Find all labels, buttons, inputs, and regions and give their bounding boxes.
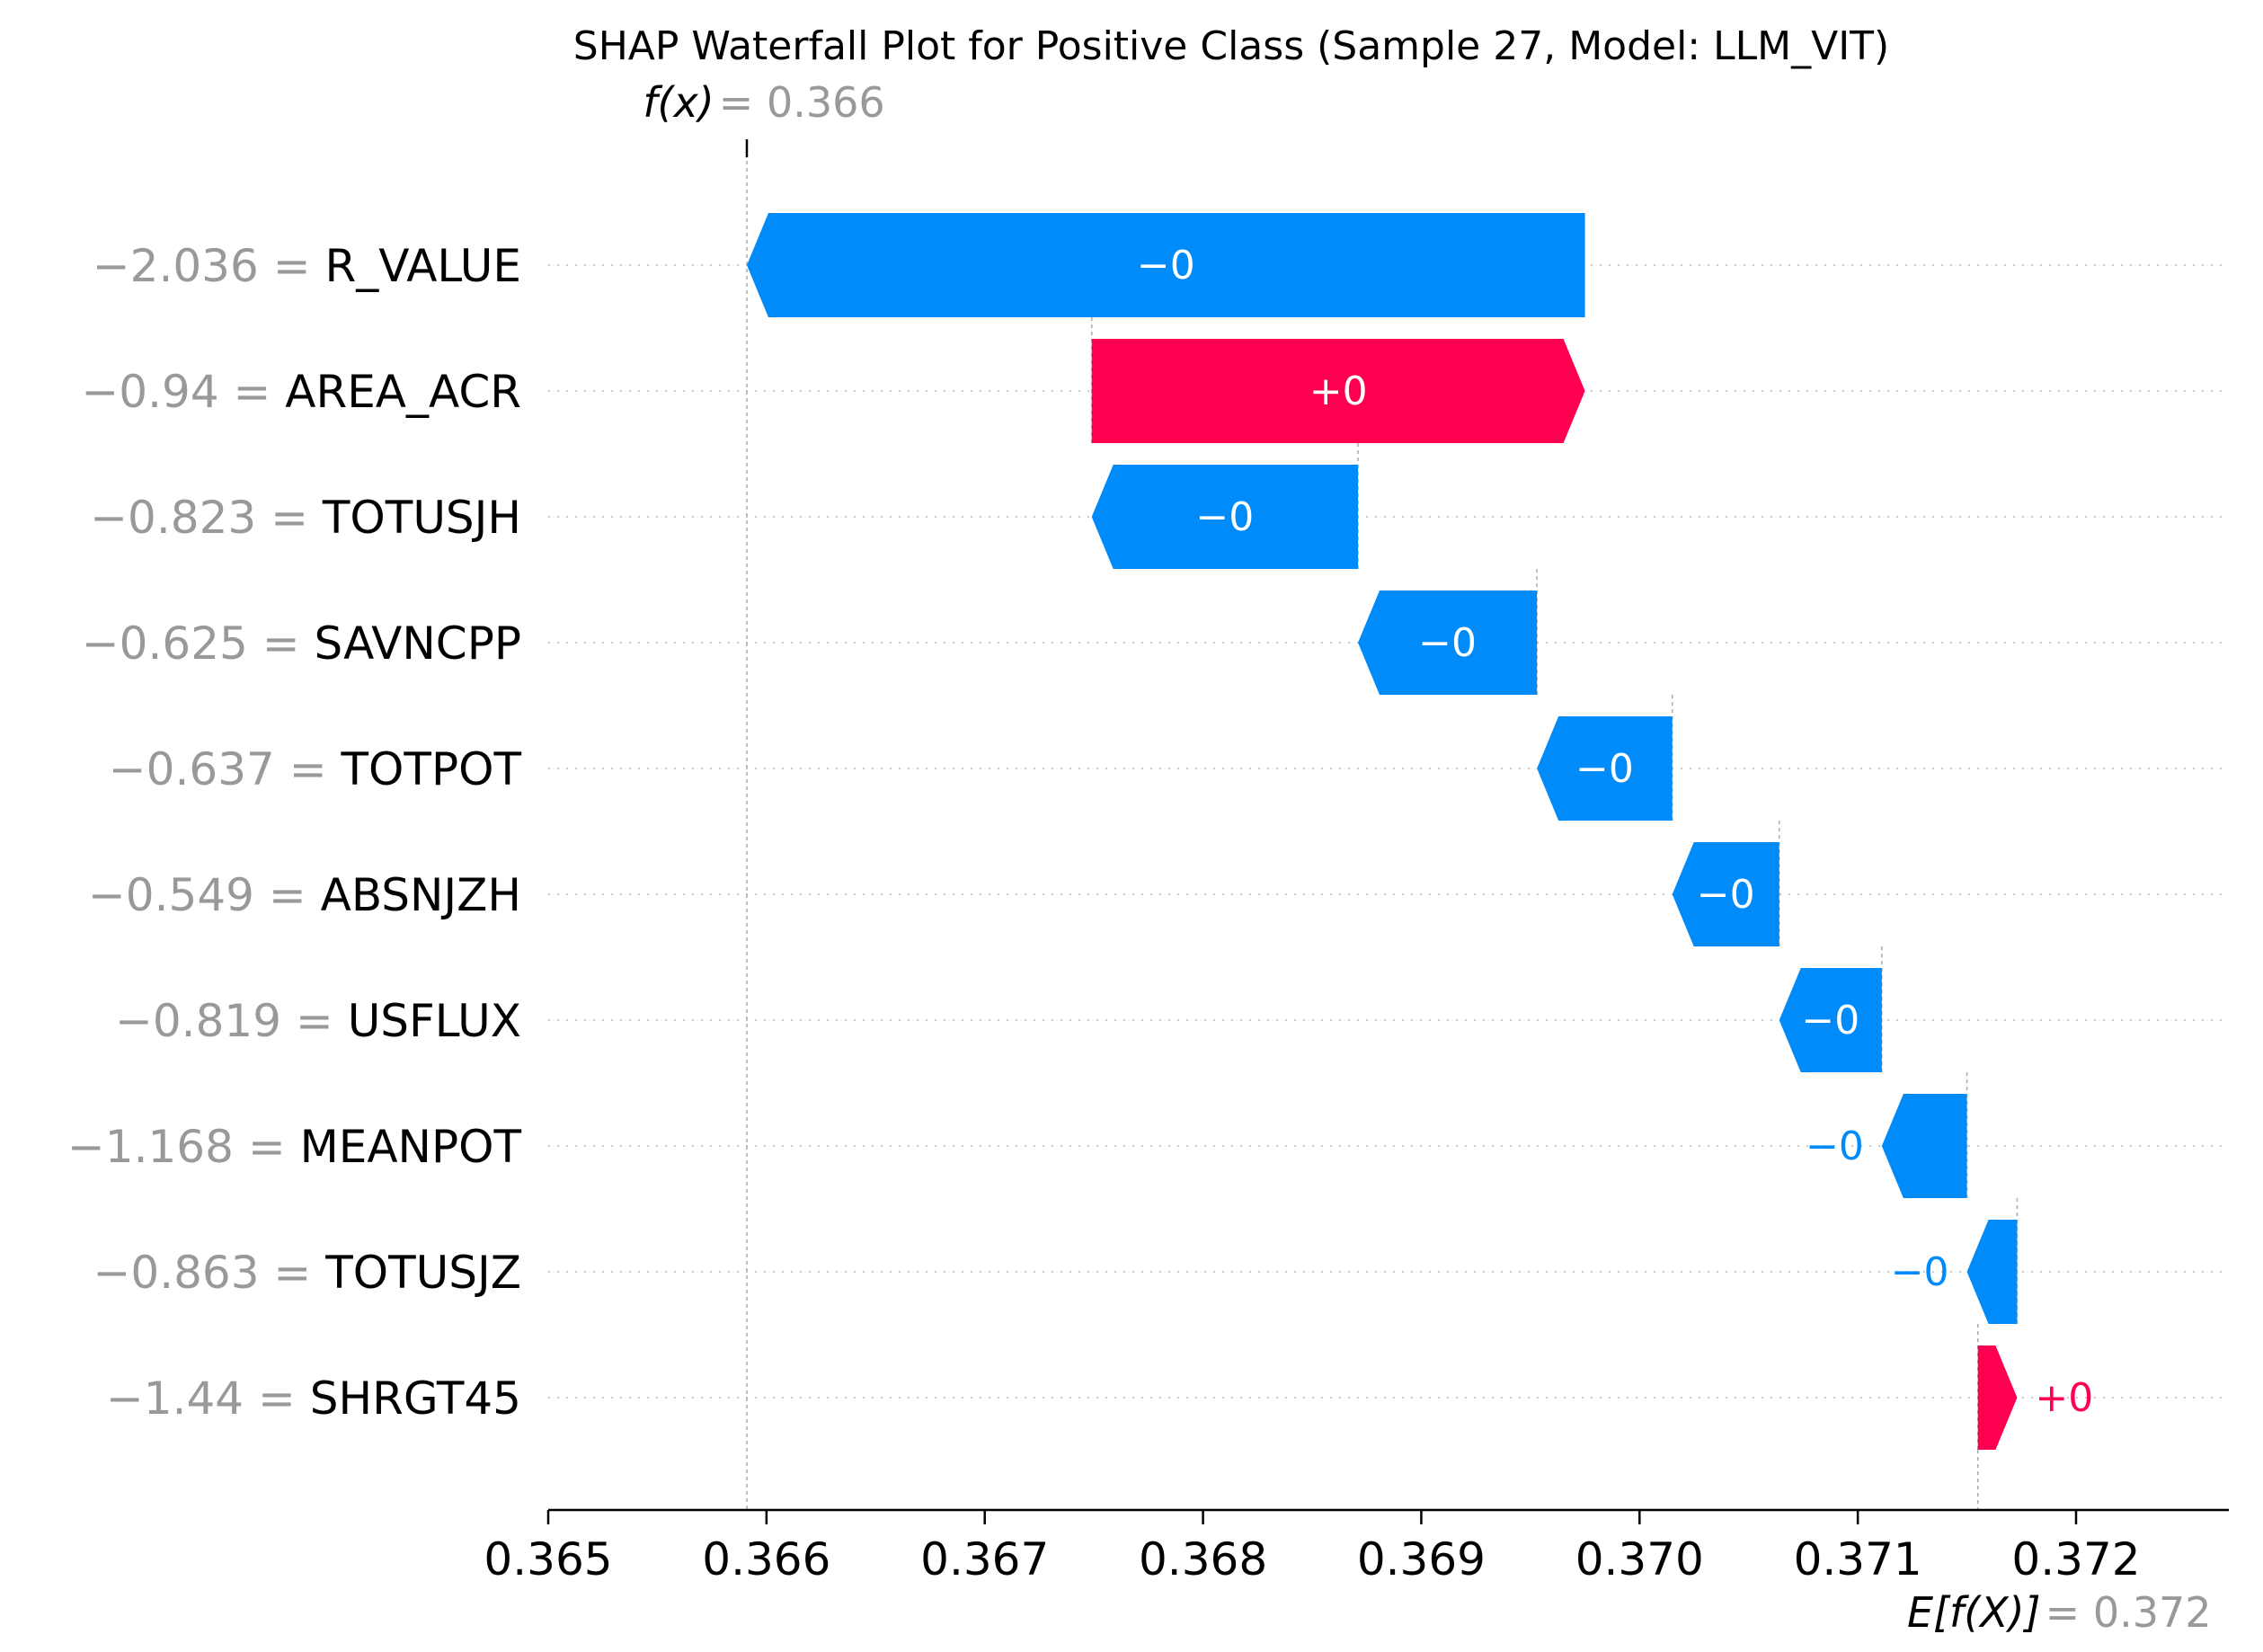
efx-annotation-text: E[f(X)] = 0.372: [1907, 1588, 2212, 1637]
feature-name: ABSNJZH: [321, 869, 521, 921]
feature-name: USFLUX: [348, 995, 521, 1047]
feature-value: −0.637 =: [109, 743, 342, 795]
fx-annotation: f(x) = 0.366: [643, 78, 884, 127]
feature-name: TOTUSJZ: [324, 1247, 521, 1299]
feature-value: −0.549 =: [88, 869, 321, 921]
feature-name: R_VALUE: [324, 240, 521, 292]
bar-value-label: +0: [2035, 1375, 2093, 1421]
positive-bar: [1977, 1346, 2018, 1450]
x-tick-label: 0.371: [1794, 1533, 1922, 1585]
feature-label: −0.823 = TOTUSJH: [90, 492, 521, 544]
fx-label: f(x): [643, 78, 714, 127]
feature-value: −1.44 =: [106, 1372, 310, 1425]
fx-value: 0.366: [767, 78, 885, 127]
x-tick-label: 0.368: [1139, 1533, 1267, 1585]
feature-value: −0.819 =: [115, 995, 348, 1047]
bar-value-label: −0: [1697, 872, 1755, 918]
feature-label: −2.036 = R_VALUE: [93, 240, 521, 292]
feature-label: −0.625 = SAVNCPP: [82, 617, 521, 670]
feature-name: TOTUSJH: [322, 492, 521, 544]
negative-bar: [1966, 1220, 2018, 1324]
x-tick-label: 0.365: [484, 1533, 612, 1585]
feature-name: SHRGT45: [310, 1372, 521, 1425]
feature-name: SAVNCPP: [315, 617, 522, 670]
bar-value-label: +0: [1309, 369, 1368, 414]
efx-label: E[f(X)]: [1907, 1588, 2041, 1637]
bar-value-label: −0: [1195, 494, 1254, 540]
bar-value-label: −0: [1891, 1249, 1949, 1295]
feature-name: MEANPOT: [300, 1121, 522, 1173]
feature-label: −1.44 = SHRGT45: [106, 1372, 521, 1425]
feature-label: −0.637 = TOTPOT: [109, 743, 522, 795]
x-tick-label: 0.372: [2011, 1533, 2140, 1585]
feature-value: −0.94 =: [81, 366, 285, 418]
x-axis: 0.365 0.366 0.367 0.368 0.369 0.370 0.371 0.372: [484, 1508, 2229, 1585]
feature-label: −1.168 = MEANPOT: [67, 1121, 522, 1173]
bars: [747, 213, 2018, 1450]
fx-equals: =: [719, 78, 767, 127]
negative-bar: [747, 213, 1585, 317]
negative-bar: [1537, 716, 1673, 821]
y-tick-labels: −2.036 = R_VALUE −0.94 = AREA_ACR −0.823 =…: [67, 240, 522, 1425]
chart-title: SHAP Waterfall Plot for Positive Class (…: [573, 23, 1889, 69]
feature-value: −0.625 =: [82, 617, 315, 670]
bar-value-label: −0: [1418, 620, 1477, 666]
efx-equals: =: [2046, 1588, 2093, 1637]
fx-annotation-text: f(x) = 0.366: [643, 78, 884, 127]
negative-bar: [1091, 465, 1358, 569]
bar-value-label: −0: [1137, 243, 1195, 289]
bar-value-label: −0: [1801, 998, 1859, 1044]
x-tick-label: 0.370: [1575, 1533, 1704, 1585]
positive-bar: [1091, 339, 1585, 443]
bar-labels: −0 +0 −0 −0 −0 −0 −0 −0 −0 +0: [1137, 243, 2093, 1421]
feature-value: −0.863 =: [93, 1247, 326, 1299]
negative-bar: [1672, 842, 1779, 946]
feature-name: AREA_ACR: [285, 366, 521, 418]
x-tick-label: 0.366: [702, 1533, 830, 1585]
feature-label: −0.549 = ABSNJZH: [88, 869, 521, 921]
feature-label: −0.863 = TOTUSJZ: [93, 1247, 522, 1299]
negative-bar: [1881, 1094, 1967, 1198]
feature-value: −2.036 =: [93, 240, 325, 292]
efx-value: 0.372: [2093, 1588, 2212, 1637]
connectors: [745, 139, 2019, 1510]
feature-value: −1.168 =: [67, 1121, 300, 1173]
feature-name: TOTPOT: [341, 743, 522, 795]
feature-label: −0.819 = USFLUX: [115, 995, 521, 1047]
negative-bar: [1358, 591, 1538, 695]
efx-annotation: E[f(X)] = 0.372: [1907, 1588, 2212, 1637]
feature-value: −0.823 =: [90, 492, 323, 544]
bar-value-label: −0: [1575, 746, 1634, 792]
feature-label: −0.94 = AREA_ACR: [81, 366, 521, 418]
bar-value-label: −0: [1806, 1124, 1864, 1169]
x-tick-label: 0.369: [1357, 1533, 1486, 1585]
x-tick-label: 0.367: [920, 1533, 1049, 1585]
negative-bar: [1779, 968, 1882, 1072]
